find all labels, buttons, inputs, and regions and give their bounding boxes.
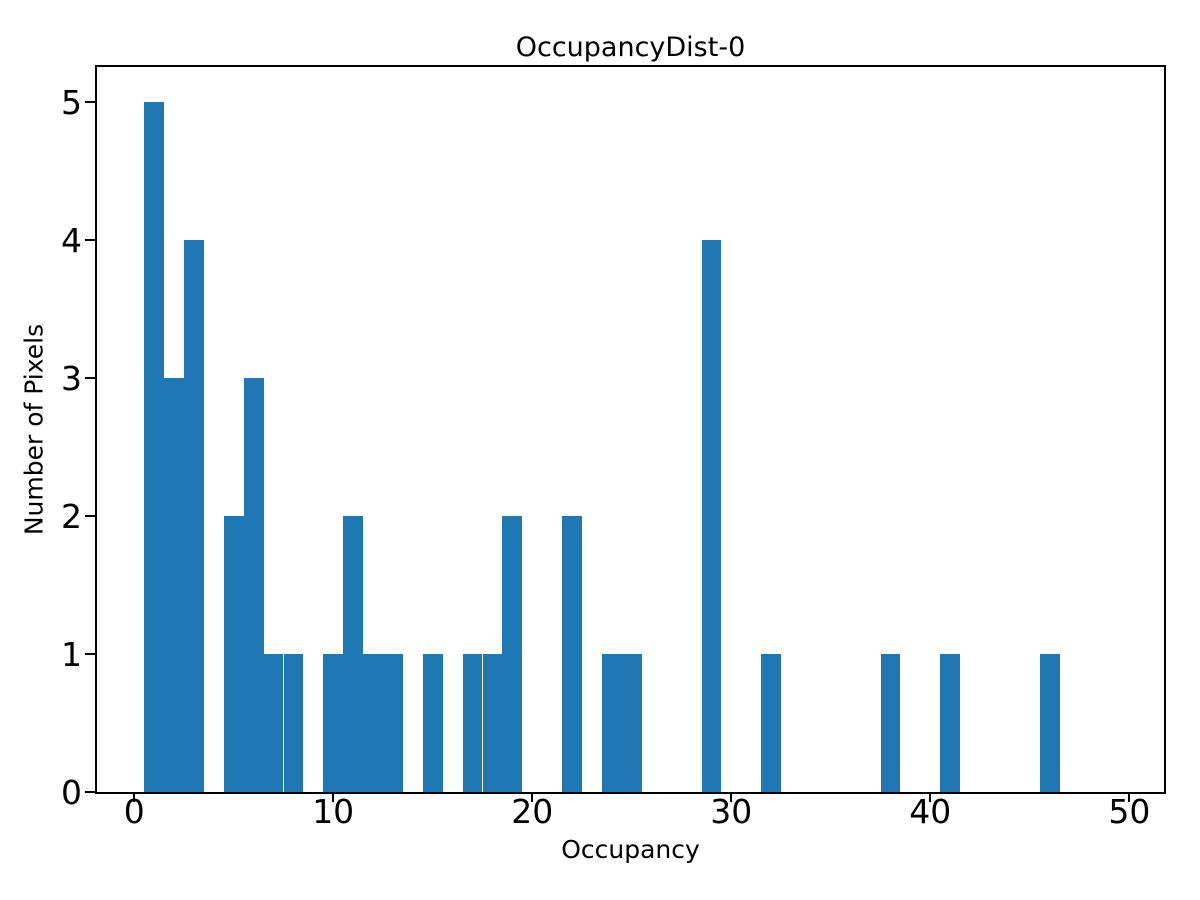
histogram-bar-x25: [621, 653, 642, 792]
y-tick-label-0: 0: [61, 773, 82, 812]
histogram-bar-x8: [283, 653, 304, 792]
histogram-bar-x17: [462, 653, 483, 792]
x-tick-mark-20: [531, 792, 534, 802]
y-tick-mark-2: [85, 514, 95, 517]
histogram-bar-x24: [601, 653, 622, 792]
y-axis-label: Number of Pixels: [19, 323, 49, 536]
x-tick-label-0: 0: [123, 792, 145, 831]
x-tick-mark-50: [1128, 792, 1131, 802]
histogram-bar-x7: [263, 653, 284, 792]
histogram-bar-x5: [223, 515, 244, 792]
y-tick-mark-5: [85, 100, 95, 103]
histogram-bar-x13: [383, 653, 403, 792]
histogram-bar-x32: [761, 653, 782, 792]
y-tick-mark-4: [85, 238, 95, 241]
histogram-bar-x29: [701, 239, 722, 792]
histogram-bar-x18: [482, 653, 503, 792]
histogram-bar-x15: [422, 653, 443, 792]
x-tick-mark-10: [332, 792, 335, 802]
x-tick-label-10: 10: [312, 792, 355, 831]
y-tick-mark-1: [85, 652, 95, 655]
x-tick-label-50: 50: [1108, 792, 1151, 831]
x-tick-label-30: 30: [710, 792, 753, 831]
histogram-bar-x3: [184, 239, 204, 792]
histogram-bar-x46: [1039, 653, 1060, 792]
histogram-bar-x2: [164, 377, 184, 792]
x-tick-mark-40: [929, 792, 932, 802]
histogram-bar-x38: [880, 653, 901, 792]
x-tick-mark-0: [133, 792, 136, 802]
histogram-bar-x12: [363, 653, 383, 792]
y-tick-label-5: 5: [61, 82, 82, 122]
histogram-bar-x19: [502, 515, 523, 792]
y-tick-label-4: 4: [61, 220, 82, 260]
x-axis-label: Occupancy: [561, 835, 700, 864]
histogram-bar-x22: [562, 515, 582, 792]
histogram-bar-x10: [323, 653, 344, 792]
y-tick-label-3: 3: [61, 358, 82, 398]
x-tick-label-20: 20: [511, 792, 554, 831]
histogram-bar-x1: [144, 101, 165, 792]
y-tick-mark-3: [85, 376, 95, 379]
histogram-bar-x41: [940, 653, 961, 792]
x-tick-mark-30: [730, 792, 733, 802]
histogram-bar-x6: [243, 377, 264, 792]
x-tick-label-40: 40: [909, 792, 952, 831]
y-tick-mark-0: [85, 791, 95, 793]
chart-title: OccupancyDist-0: [515, 32, 746, 63]
plot-area: [95, 65, 1166, 794]
y-tick-label-2: 2: [61, 496, 82, 536]
y-tick-label-1: 1: [61, 634, 82, 674]
histogram-bar-x11: [343, 515, 364, 792]
